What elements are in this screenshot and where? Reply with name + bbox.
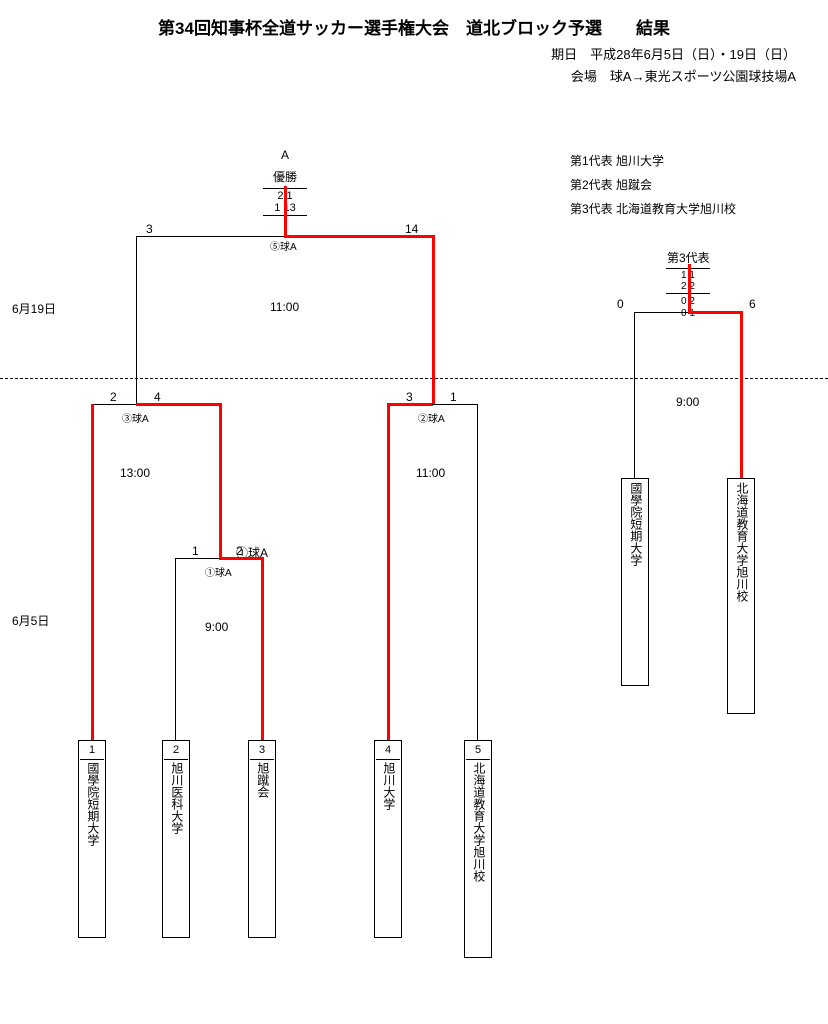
bracket-line <box>261 557 264 740</box>
final-tag: ⑤球A <box>270 238 297 253</box>
team-name: 北海道教育大学旭川校 <box>734 482 748 602</box>
team-name: 北海道教育大学旭川校 <box>471 762 485 882</box>
bracket-line <box>477 404 478 740</box>
team-num: 4 <box>376 744 400 760</box>
bracket-line <box>219 557 263 560</box>
bracket-line <box>175 558 176 740</box>
m1-time: 9:00 <box>205 620 228 634</box>
m2-score-right: 1 <box>450 390 457 404</box>
third-time: 9:00 <box>676 395 699 409</box>
bracket-line <box>284 186 287 236</box>
meta-venue: 会場 球A→東光スポーツ公園球技場A <box>571 66 796 85</box>
third-r2l: 2 <box>681 281 687 292</box>
team-num: 5 <box>466 744 490 760</box>
final-score-left: 3 <box>146 222 153 236</box>
date-row-1: 6月19日 <box>12 300 56 317</box>
page-title: 第34回知事杯全道サッカー選手権大会 道北ブロック予選 結果 <box>0 14 828 39</box>
team-third-left: 國學院短期大学 <box>621 478 649 686</box>
team-2: 2 旭川医科大学 <box>162 740 190 938</box>
winner-label: 優勝 <box>268 168 302 185</box>
m1-score-left: 1 <box>192 544 199 558</box>
final-r1r: 1 <box>287 190 293 202</box>
bracket-line <box>634 312 635 478</box>
bracket-line <box>91 404 136 405</box>
bracket-line <box>688 311 742 314</box>
date-row-2: 6月5日 <box>12 612 49 629</box>
third-r1l: 1 <box>681 270 687 281</box>
bracket-line <box>387 403 390 740</box>
team-5: 5 北海道教育大学旭川校 <box>464 740 492 958</box>
team-num: 1 <box>80 744 104 760</box>
third-score-left: 0 <box>617 297 624 311</box>
rep-3: 第3代表 北海道教育大学旭川校 <box>570 200 736 217</box>
group-label: A <box>275 148 295 162</box>
bracket-line <box>688 264 691 312</box>
m3-score-left: 2 <box>110 390 117 404</box>
m2-score-left: 3 <box>406 390 413 404</box>
bracket-line <box>432 235 435 404</box>
bracket-line <box>634 312 688 313</box>
m3-time: 13:00 <box>120 466 150 480</box>
rep-2: 第2代表 旭蹴会 <box>570 176 652 193</box>
m3-tag: ③球A <box>122 410 149 425</box>
m2-time: 11:00 <box>416 466 445 480</box>
team-third-right: 北海道教育大学旭川校 <box>727 478 755 714</box>
bracket-line <box>136 236 284 237</box>
day-separator <box>0 378 828 379</box>
team-name: 國學院短期大学 <box>628 482 642 566</box>
bracket-line <box>136 403 221 406</box>
final-r2l: 1 <box>274 202 280 214</box>
final-time: 11:00 <box>270 300 299 314</box>
bracket-line <box>175 558 219 559</box>
team-name: 旭川大学 <box>381 762 395 810</box>
team-1: 1 國學院短期大学 <box>78 740 106 938</box>
m3-score-right: 4 <box>154 390 161 404</box>
bracket-line <box>136 236 137 404</box>
final-score-right: 14 <box>405 222 418 236</box>
final-r1l: 2 <box>277 190 283 202</box>
bracket-line <box>740 311 743 478</box>
team-name: 旭川医科大学 <box>169 762 183 834</box>
team-3: 3 旭蹴会 <box>248 740 276 938</box>
bracket-line <box>432 404 477 405</box>
team-name: 旭蹴会 <box>255 762 269 798</box>
meta-date: 期日 平成28年6月5日（日）・19日（日） <box>551 44 796 63</box>
team-num: 2 <box>164 744 188 760</box>
bracket-line <box>91 404 94 740</box>
m2-tag: ②球A <box>418 410 445 425</box>
bracket-line <box>219 403 222 558</box>
team-4: 4 旭川大学 <box>374 740 402 938</box>
bracket-line <box>387 403 433 406</box>
m1-tag: ①球A <box>205 564 232 579</box>
team-name: 國學院短期大学 <box>85 762 99 846</box>
rep-1: 第1代表 旭川大学 <box>570 152 664 169</box>
m1-score-right: 2 <box>236 544 243 558</box>
third-score-right: 6 <box>749 297 756 311</box>
bracket-line <box>284 235 434 238</box>
team-num: 3 <box>250 744 274 760</box>
